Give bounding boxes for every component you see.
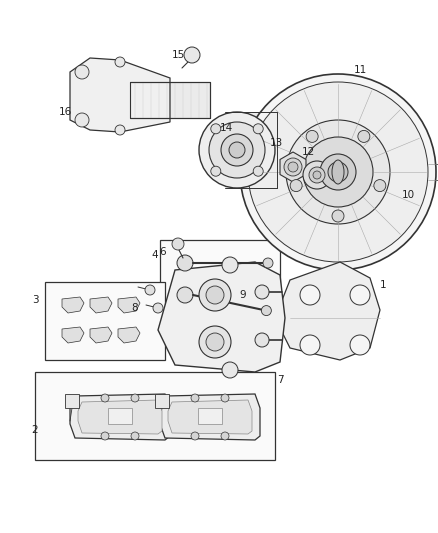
Bar bbox=[45, 282, 165, 360]
Polygon shape bbox=[90, 327, 112, 343]
Circle shape bbox=[172, 238, 184, 250]
Text: 8: 8 bbox=[132, 303, 138, 313]
Circle shape bbox=[222, 257, 238, 273]
Circle shape bbox=[177, 287, 193, 303]
Circle shape bbox=[229, 142, 245, 158]
Text: 11: 11 bbox=[353, 65, 367, 75]
Ellipse shape bbox=[332, 160, 344, 184]
Circle shape bbox=[221, 432, 229, 440]
Circle shape bbox=[290, 180, 302, 191]
Circle shape bbox=[328, 162, 348, 182]
Polygon shape bbox=[160, 394, 260, 440]
Circle shape bbox=[115, 125, 125, 135]
Text: 3: 3 bbox=[32, 295, 38, 305]
Circle shape bbox=[191, 432, 199, 440]
Circle shape bbox=[177, 255, 193, 271]
Polygon shape bbox=[62, 327, 84, 343]
Circle shape bbox=[313, 171, 321, 179]
Bar bbox=[108, 408, 132, 424]
Circle shape bbox=[131, 432, 139, 440]
Circle shape bbox=[221, 394, 229, 402]
Text: 16: 16 bbox=[58, 107, 72, 117]
Circle shape bbox=[358, 131, 370, 142]
Circle shape bbox=[288, 162, 298, 172]
Text: 2: 2 bbox=[32, 425, 38, 435]
Bar bbox=[160, 240, 280, 320]
Circle shape bbox=[199, 326, 231, 358]
Polygon shape bbox=[275, 262, 380, 360]
Text: 13: 13 bbox=[269, 138, 283, 148]
Circle shape bbox=[306, 131, 318, 142]
Text: 15: 15 bbox=[171, 50, 185, 60]
Circle shape bbox=[199, 279, 231, 311]
Circle shape bbox=[211, 124, 221, 134]
Bar bbox=[65, 394, 79, 408]
Circle shape bbox=[240, 74, 436, 270]
Circle shape bbox=[300, 285, 320, 305]
Circle shape bbox=[286, 120, 390, 224]
Circle shape bbox=[75, 65, 89, 79]
Circle shape bbox=[206, 333, 224, 351]
Polygon shape bbox=[158, 262, 285, 372]
Circle shape bbox=[221, 134, 253, 166]
Circle shape bbox=[101, 432, 109, 440]
Text: 4: 4 bbox=[152, 250, 158, 260]
Circle shape bbox=[261, 305, 272, 316]
Circle shape bbox=[350, 335, 370, 355]
Bar bbox=[35, 372, 275, 460]
Polygon shape bbox=[62, 297, 84, 313]
Circle shape bbox=[184, 47, 200, 63]
Circle shape bbox=[255, 333, 269, 347]
Circle shape bbox=[303, 137, 373, 207]
Circle shape bbox=[263, 258, 273, 268]
Bar bbox=[198, 408, 222, 424]
Circle shape bbox=[101, 394, 109, 402]
Circle shape bbox=[115, 57, 125, 67]
Circle shape bbox=[153, 303, 163, 313]
Polygon shape bbox=[70, 394, 170, 440]
Circle shape bbox=[309, 167, 325, 183]
Polygon shape bbox=[70, 58, 170, 132]
Text: 14: 14 bbox=[219, 123, 233, 133]
Circle shape bbox=[199, 112, 275, 188]
Polygon shape bbox=[118, 297, 140, 313]
Circle shape bbox=[284, 158, 302, 176]
Circle shape bbox=[300, 335, 320, 355]
Text: 1: 1 bbox=[380, 280, 386, 290]
Text: 9: 9 bbox=[240, 290, 246, 300]
Text: 7: 7 bbox=[277, 375, 283, 385]
Circle shape bbox=[209, 122, 265, 178]
Circle shape bbox=[211, 166, 221, 176]
Circle shape bbox=[75, 113, 89, 127]
Circle shape bbox=[303, 161, 331, 189]
Polygon shape bbox=[225, 112, 277, 188]
Text: 10: 10 bbox=[402, 190, 414, 200]
Circle shape bbox=[255, 285, 269, 299]
Circle shape bbox=[131, 394, 139, 402]
Polygon shape bbox=[168, 400, 252, 434]
Text: 6: 6 bbox=[160, 247, 166, 257]
Polygon shape bbox=[280, 152, 306, 182]
Circle shape bbox=[248, 82, 428, 262]
Circle shape bbox=[222, 362, 238, 378]
Polygon shape bbox=[118, 327, 140, 343]
Circle shape bbox=[374, 180, 386, 191]
Circle shape bbox=[253, 166, 263, 176]
Circle shape bbox=[350, 285, 370, 305]
Circle shape bbox=[332, 210, 344, 222]
Circle shape bbox=[191, 394, 199, 402]
Polygon shape bbox=[78, 400, 162, 434]
Bar bbox=[155, 394, 169, 408]
Circle shape bbox=[145, 285, 155, 295]
Polygon shape bbox=[90, 297, 112, 313]
Bar bbox=[130, 82, 210, 118]
Circle shape bbox=[253, 124, 263, 134]
Text: 12: 12 bbox=[301, 147, 314, 157]
Circle shape bbox=[320, 154, 356, 190]
Circle shape bbox=[206, 286, 224, 304]
